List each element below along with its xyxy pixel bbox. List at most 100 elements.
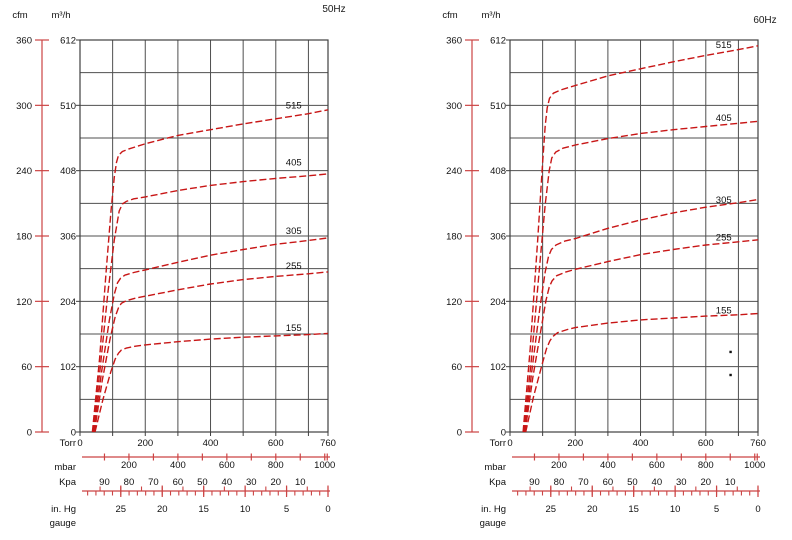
chart-panel-60hz: 60Hz 0 60 120 180 240 300 360 0 102 204 306 408 510 6… — [430, 0, 792, 540]
curve-label-515: 515 — [286, 100, 302, 111]
inhg-unit-label: in. Hg — [481, 504, 506, 515]
m3h-tick-label: 408 — [60, 166, 76, 177]
torr-tick-label: 760 — [320, 438, 336, 449]
kpa-tick-label: 10 — [725, 477, 736, 488]
cfm-tick-label: 240 — [446, 166, 462, 177]
m3h-tick-label: 612 — [60, 36, 76, 47]
kpa-tick-label: 80 — [124, 477, 135, 488]
cfm-tick-label: 360 — [16, 36, 32, 47]
curve-405 — [92, 173, 329, 433]
torr-tick-label: 0 — [77, 438, 82, 449]
inhg-tick-label: 20 — [587, 504, 598, 515]
kpa-tick-label: 30 — [676, 477, 687, 488]
cfm-tick-label: 240 — [16, 166, 32, 177]
cfm-axis — [465, 39, 479, 433]
kpa-tick-label: 70 — [578, 477, 589, 488]
mbar-tick-label: 1000 — [314, 460, 335, 471]
chart-title-60hz: 60Hz — [753, 15, 777, 26]
kpa-unit-label: Kpa — [59, 477, 77, 488]
cfm-tick-label: 0 — [27, 428, 32, 439]
cfm-tick-label: 300 — [16, 101, 32, 112]
curve-155 — [525, 312, 759, 433]
curve-label-305: 305 — [716, 195, 732, 206]
curve-255 — [524, 239, 759, 433]
kpa-unit-label: Kpa — [489, 477, 507, 488]
torr-tick-label: 400 — [633, 438, 649, 449]
mbar-scale — [82, 453, 330, 461]
torr-tick-label: 600 — [698, 438, 714, 449]
kpa-tick-label: 20 — [271, 477, 282, 488]
m3h-tick-label: 0 — [71, 428, 76, 439]
cfm-tick-label: 0 — [457, 428, 462, 439]
curve-label-155: 155 — [286, 323, 302, 334]
cfm-axis-unit-label: cfm — [442, 10, 457, 21]
mbar-unit-label: mbar — [54, 462, 76, 473]
m3h-tick-label: 0 — [501, 428, 506, 439]
cfm-tick-label: 120 — [446, 297, 462, 308]
m3h-axis-unit-label: m³/h — [482, 10, 501, 21]
chart-panel-50hz: 50Hz 0 60 120 180 240 300 360 0 102 204 306 408 510 6… — [0, 0, 362, 540]
cfm-axis-unit-label: cfm — [12, 10, 27, 21]
m3h-tick-label: 510 — [60, 101, 76, 112]
inhg-tick-label: 0 — [325, 504, 330, 515]
kpa-tick-label: 40 — [652, 477, 663, 488]
inhg-scale — [512, 485, 760, 497]
curve-label-515: 515 — [716, 40, 732, 51]
mbar-tick-label: 600 — [219, 460, 235, 471]
m3h-tick-label: 510 — [490, 101, 506, 112]
m3h-tick-label: 102 — [60, 362, 76, 373]
kpa-tick-label: 60 — [173, 477, 184, 488]
mbar-tick-label: 200 — [121, 460, 137, 471]
torr-tick-label: 0 — [507, 438, 512, 449]
cfm-tick-label: 60 — [451, 362, 462, 373]
m3h-tick-label: 102 — [490, 362, 506, 373]
mbar-tick-label: 1000 — [744, 460, 765, 471]
kpa-tick-label: 40 — [222, 477, 233, 488]
inhg-gauge-label: gauge — [480, 518, 506, 529]
inhg-tick-label: 5 — [284, 504, 289, 515]
inhg-tick-label: 25 — [116, 504, 127, 515]
curve-155 — [94, 332, 329, 433]
curve-label-305: 305 — [286, 226, 302, 237]
m3h-tick-label: 306 — [490, 232, 506, 243]
curve-label-405: 405 — [716, 113, 732, 124]
inhg-unit-label: in. Hg — [51, 504, 76, 515]
cfm-tick-label: 120 — [16, 297, 32, 308]
mbar-scale — [512, 453, 760, 461]
m3h-tick-label: 204 — [60, 297, 76, 308]
torr-tick-label: 200 — [567, 438, 583, 449]
torr-tick-label: 400 — [203, 438, 219, 449]
curve-label-255: 255 — [286, 261, 302, 272]
inhg-scale — [82, 485, 330, 497]
inhg-tick-label: 15 — [198, 504, 209, 515]
m3h-tick-label: 612 — [490, 36, 506, 47]
curve-255 — [93, 271, 329, 433]
torr-tick-label: 600 — [268, 438, 284, 449]
curve-label-255: 255 — [716, 232, 732, 243]
kpa-tick-label: 60 — [603, 477, 614, 488]
chart-60hz: 0601201802403003600102204306408510612cfm… — [442, 10, 766, 529]
torr-tick-label: 760 — [750, 438, 766, 449]
plot-grid — [79, 39, 328, 433]
inhg-tick-label: 10 — [670, 504, 681, 515]
m3h-tick-label: 408 — [490, 166, 506, 177]
inhg-tick-label: 15 — [628, 504, 639, 515]
curve-515 — [522, 45, 759, 433]
inhg-tick-label: 5 — [714, 504, 719, 515]
m3h-tick-label: 204 — [490, 297, 506, 308]
cfm-tick-label: 360 — [446, 36, 462, 47]
mbar-tick-label: 400 — [600, 460, 616, 471]
m3h-axis-unit-label: m³/h — [52, 10, 71, 21]
curve-label-155: 155 — [716, 305, 732, 316]
m3h-tick-label: 306 — [60, 232, 76, 243]
mbar-tick-label: 800 — [698, 460, 714, 471]
inhg-gauge-label: gauge — [50, 518, 76, 529]
torr-axis-unit-label: Torr — [490, 438, 506, 449]
cfm-tick-label: 60 — [21, 362, 32, 373]
chart-title-50hz: 50Hz — [322, 4, 346, 15]
kpa-tick-label: 90 — [529, 477, 540, 488]
curve-305 — [523, 198, 759, 433]
kpa-tick-label: 90 — [99, 477, 110, 488]
plot-dot — [729, 350, 732, 354]
